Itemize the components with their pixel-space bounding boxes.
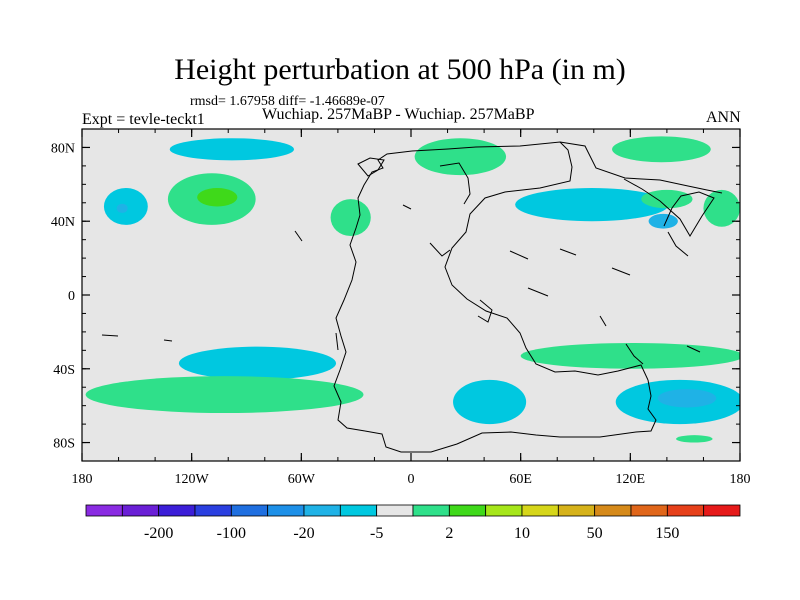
x-tick-label: 180 — [72, 472, 93, 487]
anomaly-region-nw-pacific-high — [641, 189, 693, 209]
axes: 180 120W 60W 0 60E 120E 180 80N 40N 0 40S 80S — [51, 128, 751, 487]
anomaly-region-s-pacific-east-low-core — [657, 389, 717, 408]
coastline-dash-5 — [559, 248, 577, 256]
x-tick-label: 60E — [509, 472, 532, 487]
colorbar-swatch — [521, 504, 559, 517]
coastline-africa-fragment — [429, 242, 451, 257]
experiment-label: Expt = tevle-teckt1 — [82, 111, 205, 128]
anomaly-region-n-pacific-west-low-core — [116, 203, 128, 213]
y-tick-label: 40N — [51, 215, 75, 230]
anomaly-region-asia-low — [515, 188, 669, 222]
anomaly-region-s-indian-high — [520, 342, 740, 369]
colorbar-label: -5 — [370, 525, 383, 542]
colorbar-label: 150 — [655, 525, 679, 542]
coastline-dash-2 — [163, 339, 173, 342]
colorbar-swatch — [412, 504, 450, 517]
colorbar-swatch — [485, 504, 523, 517]
colorbar-label: 50 — [587, 525, 603, 542]
coastline-dash-4 — [509, 250, 529, 260]
y-tick-label: 80S — [53, 437, 75, 452]
coastline-dash-8 — [402, 204, 412, 210]
x-tick-label: 0 — [408, 472, 415, 487]
anomaly-region-antarctic-high — [676, 435, 713, 443]
colorbar-swatch — [557, 504, 596, 517]
season-label: ANN — [706, 109, 741, 126]
colorbar-label: -20 — [293, 525, 314, 542]
y-tick-label: 80N — [51, 141, 75, 156]
anomaly-region-nw-pacific-low-core — [648, 213, 678, 229]
colorbar-swatch — [339, 504, 378, 517]
coastline-chile-fragment — [335, 332, 339, 351]
colorbar-swatch — [376, 504, 414, 517]
colorbar-swatch — [703, 504, 741, 517]
anomaly-region-siberia-high — [414, 138, 507, 176]
coastline-japan — [667, 231, 689, 257]
y-tick-label: 40S — [53, 363, 75, 378]
anomaly-region-n-pacific-east-high — [612, 136, 711, 163]
anomaly-region-arctic-canada-low — [169, 138, 295, 161]
coastline-arabia — [477, 299, 493, 323]
colorbar: -200 -100 -20 -5 2 10 50 150 — [85, 504, 741, 542]
coastline-australia-fragment — [599, 315, 607, 327]
colorbar-swatch — [448, 504, 487, 517]
colorbar-swatch — [158, 504, 196, 517]
coastline-nz — [625, 343, 644, 365]
anomaly-region-s-pacific-low — [178, 346, 337, 380]
coastline-dash-1 — [101, 334, 119, 337]
x-tick-label: 180 — [730, 472, 751, 487]
coastline-east-asia — [623, 178, 715, 237]
x-tick-label: 120E — [616, 472, 646, 487]
colorbar-swatch — [630, 504, 668, 517]
colorbar-label: -200 — [144, 525, 173, 542]
chart-title: Height perturbation at 500 hPa (in m) — [174, 53, 626, 86]
colorbar-swatch — [303, 504, 341, 517]
x-tick-label: 60W — [288, 472, 316, 487]
colorbar-swatch — [230, 504, 269, 517]
colorbar-swatch — [666, 504, 705, 517]
colorbar-swatch — [121, 504, 160, 517]
coastline-indonesia — [527, 287, 549, 297]
anomaly-region-southern-ocean-high — [85, 376, 364, 414]
coastline-north-pacific — [559, 141, 723, 194]
anomaly-region-s-atlantic-low — [453, 379, 527, 425]
colorbar-swatch — [194, 504, 232, 517]
anomaly-region-dateline-high — [703, 189, 740, 227]
anomaly-region-n-atlantic-high — [330, 199, 371, 236]
colorbar-swatch — [85, 504, 123, 517]
coastline-dash-3 — [294, 230, 303, 242]
colorbar-label: 2 — [445, 525, 453, 542]
y-tick-label: 0 — [68, 289, 75, 304]
x-tick-label: 120W — [175, 472, 210, 487]
colorbar-swatch — [267, 504, 305, 517]
coastline-eurasia — [411, 141, 649, 381]
colorbar-label: -100 — [217, 525, 246, 542]
colorbar-label: 10 — [514, 525, 530, 542]
colorbar-swatch — [594, 504, 632, 517]
coastline-greenland — [357, 157, 385, 177]
anomaly-region-n-america-high-core — [197, 188, 238, 207]
coastline-siberia-inlet — [439, 162, 471, 205]
coastline-dash-7 — [686, 345, 701, 353]
coastline-dash-6 — [611, 267, 631, 276]
coastline-antarctica — [364, 379, 657, 453]
stats-line: rmsd= 1.67958 diff= -1.46689e-07 — [190, 94, 385, 109]
center-subtitle: Wuchiap. 257MaBP - Wuchiap. 257MaBP — [262, 106, 535, 123]
